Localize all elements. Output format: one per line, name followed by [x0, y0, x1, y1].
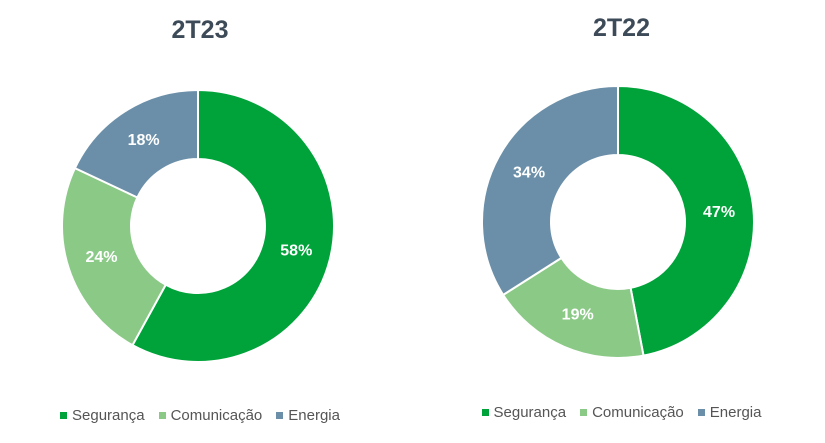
data-label-comunicacao: 19%	[562, 307, 594, 324]
legend-swatch	[580, 409, 588, 416]
legend-item-seguranca: Segurança	[481, 404, 567, 421]
donut-chart: 58% 24% 18%	[61, 88, 335, 363]
legend: Segurança Comunicação Energia	[418, 404, 825, 421]
legend-label: Segurança	[493, 404, 567, 421]
data-label-energia: 18%	[128, 132, 160, 149]
legend: Segurança Comunicação Energia	[0, 407, 400, 424]
legend-swatch	[158, 412, 166, 419]
legend-swatch	[60, 412, 67, 419]
data-label-energia: 34%	[513, 165, 545, 182]
donut-slice-seguranca	[617, 84, 755, 357]
legend-swatch	[481, 409, 489, 416]
legend-label: Segurança	[72, 407, 145, 424]
data-label-seguranca: 47%	[703, 204, 735, 221]
donut-slice-seguranca	[131, 88, 335, 363]
data-label-comunicacao: 24%	[85, 249, 117, 266]
legend-label: Comunicação	[592, 404, 684, 421]
donut-slice-comunicacao	[61, 166, 168, 347]
legend-item-seguranca: Segurança	[60, 407, 145, 424]
legend-item-energia: Energia	[697, 404, 762, 421]
legend-item-energia: Energia	[276, 407, 340, 424]
chart-title: 2T22	[593, 14, 650, 42]
legend-label: Comunicação	[170, 407, 263, 424]
legend-label: Energia	[709, 404, 762, 421]
legend-swatch	[697, 409, 705, 416]
legend-item-comunicacao: Comunicação	[158, 407, 263, 424]
donut-chart: 47% 19% 34%	[481, 84, 755, 359]
data-label-seguranca: 58%	[280, 243, 312, 260]
legend-label: Energia	[288, 407, 340, 424]
donut-slice-energia	[73, 88, 199, 199]
chart-title: 2T23	[171, 16, 229, 44]
donut-slice-comunicacao	[501, 256, 645, 359]
donut-slice-energia	[481, 84, 619, 297]
legend-swatch	[276, 412, 284, 419]
legend-item-comunicacao: Comunicação	[580, 404, 684, 421]
